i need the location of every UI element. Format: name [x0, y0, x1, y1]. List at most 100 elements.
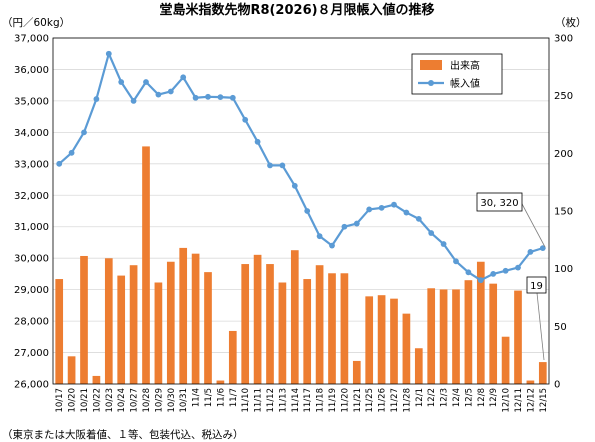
left-tick-label: 36,000: [14, 65, 49, 76]
x-tick-label: 10/28: [142, 388, 152, 413]
price-point: [180, 74, 187, 81]
volume-callout-box: [526, 276, 547, 294]
x-tick-label: 12/5: [464, 388, 474, 407]
legend-box: [411, 53, 503, 95]
volume-bar: [67, 356, 76, 384]
x-tick-label: 11/18: [316, 388, 326, 413]
right-tick-label: 50: [554, 322, 567, 333]
volume-bar: [80, 255, 88, 384]
left-axis-label: （円／60kg）: [2, 17, 70, 29]
left-axis-ticks: 26,000 27,000 28,000 29,000 30,000 31,000 32,0…: [14, 34, 49, 391]
left-tick-label: 31,000: [14, 222, 49, 233]
right-tick-label: 150: [554, 207, 573, 218]
volume-bar: [104, 258, 113, 384]
volume-bar: [538, 362, 547, 384]
price-point: [391, 201, 397, 208]
price-point: [267, 162, 273, 169]
volume-bar: [402, 313, 411, 384]
right-tick-label: 100: [554, 264, 573, 275]
volume-bar: [253, 254, 262, 384]
left-tick-label: 26,000: [14, 380, 49, 391]
price-point: [93, 96, 100, 102]
x-tick-label: 10/22: [92, 388, 102, 413]
x-tick-label: 11/25: [365, 388, 375, 413]
volume-bar: [340, 273, 349, 384]
left-tick-label: 34,000: [14, 128, 49, 139]
price-point: [527, 248, 534, 255]
x-tick-label: 11/6: [216, 388, 226, 407]
volume-bar: [154, 282, 163, 384]
volume-bar: [489, 283, 498, 384]
x-tick-label: 10/20: [68, 388, 78, 413]
legend-line-marker: [428, 80, 434, 86]
price-point: [465, 269, 472, 276]
left-tick-label: 32,000: [14, 191, 49, 202]
plot-border: [52, 37, 550, 385]
volume-bar: [352, 360, 361, 384]
right-tick-label: 300: [554, 34, 573, 45]
price-point: [440, 241, 447, 247]
x-tick-label: 11/26: [378, 388, 388, 413]
x-tick-label: 11/13: [278, 388, 288, 413]
volume-bar: [166, 261, 175, 384]
left-tick-label: 29,000: [14, 285, 49, 296]
price-point: [143, 79, 149, 85]
volume-bar: [228, 330, 237, 384]
x-tick-label: 12/4: [452, 388, 462, 407]
price-point: [502, 267, 509, 274]
x-tick-label: 11/4: [192, 388, 202, 407]
right-tick-label: 0: [554, 380, 560, 391]
price-point: [539, 245, 546, 252]
left-tick-label: 30,000: [14, 254, 49, 265]
volume-bar: [315, 265, 324, 384]
price-point: [254, 138, 261, 145]
volume-bar: [414, 348, 423, 384]
x-tick-label: 10/29: [154, 388, 164, 413]
price-point: [477, 277, 484, 284]
volume-callout-text: 19: [530, 281, 543, 292]
volume-bar: [117, 275, 126, 384]
volume-callout-leader: [536, 292, 545, 361]
x-tick-label: 10/30: [167, 388, 177, 413]
x-tick-label: 10/23: [105, 388, 115, 413]
price-point: [68, 149, 75, 156]
volume-bar: [439, 289, 448, 384]
x-tick-label: 12/9: [489, 388, 499, 407]
price-point: [205, 93, 211, 100]
left-tick-label: 28,000: [14, 317, 49, 328]
volume-bar: [129, 265, 138, 384]
price-point: [217, 94, 224, 101]
price-point: [353, 220, 360, 227]
volume-bar: [92, 375, 101, 384]
x-tick-label: 11/17: [303, 388, 313, 413]
x-tick-label: 10/21: [80, 388, 90, 413]
x-tick-label: 10/24: [117, 388, 127, 413]
volume-bar: [204, 272, 212, 384]
x-tick-label: 12/1: [415, 388, 425, 407]
price-point: [167, 88, 174, 95]
left-tick-label: 35,000: [14, 96, 49, 107]
legend: 出来高 帳入値: [411, 53, 503, 95]
price-point: [279, 162, 286, 169]
right-tick-label: 250: [554, 91, 573, 102]
x-tick-label: 12/12: [526, 388, 536, 413]
price-point: [81, 129, 87, 136]
volume-bar: [179, 247, 188, 384]
x-tick-label: 12/10: [502, 388, 512, 413]
volume-bar: [464, 280, 473, 384]
volume-bar: [427, 288, 436, 384]
x-tick-label: 12/3: [440, 388, 450, 407]
price-point: [341, 223, 348, 230]
volume-bar: [377, 295, 386, 384]
volume-bar: [303, 279, 312, 384]
x-tick-label: 10/27: [130, 388, 140, 413]
price-callout-box: [476, 192, 523, 212]
price-point: [155, 91, 162, 98]
price-point: [428, 230, 435, 236]
volume-bar: [241, 264, 250, 384]
volume-bar: [365, 296, 374, 384]
x-tick-label: 10/17: [55, 388, 65, 413]
callouts: 30, 320 19: [476, 192, 547, 361]
volume-bar: [278, 282, 287, 384]
